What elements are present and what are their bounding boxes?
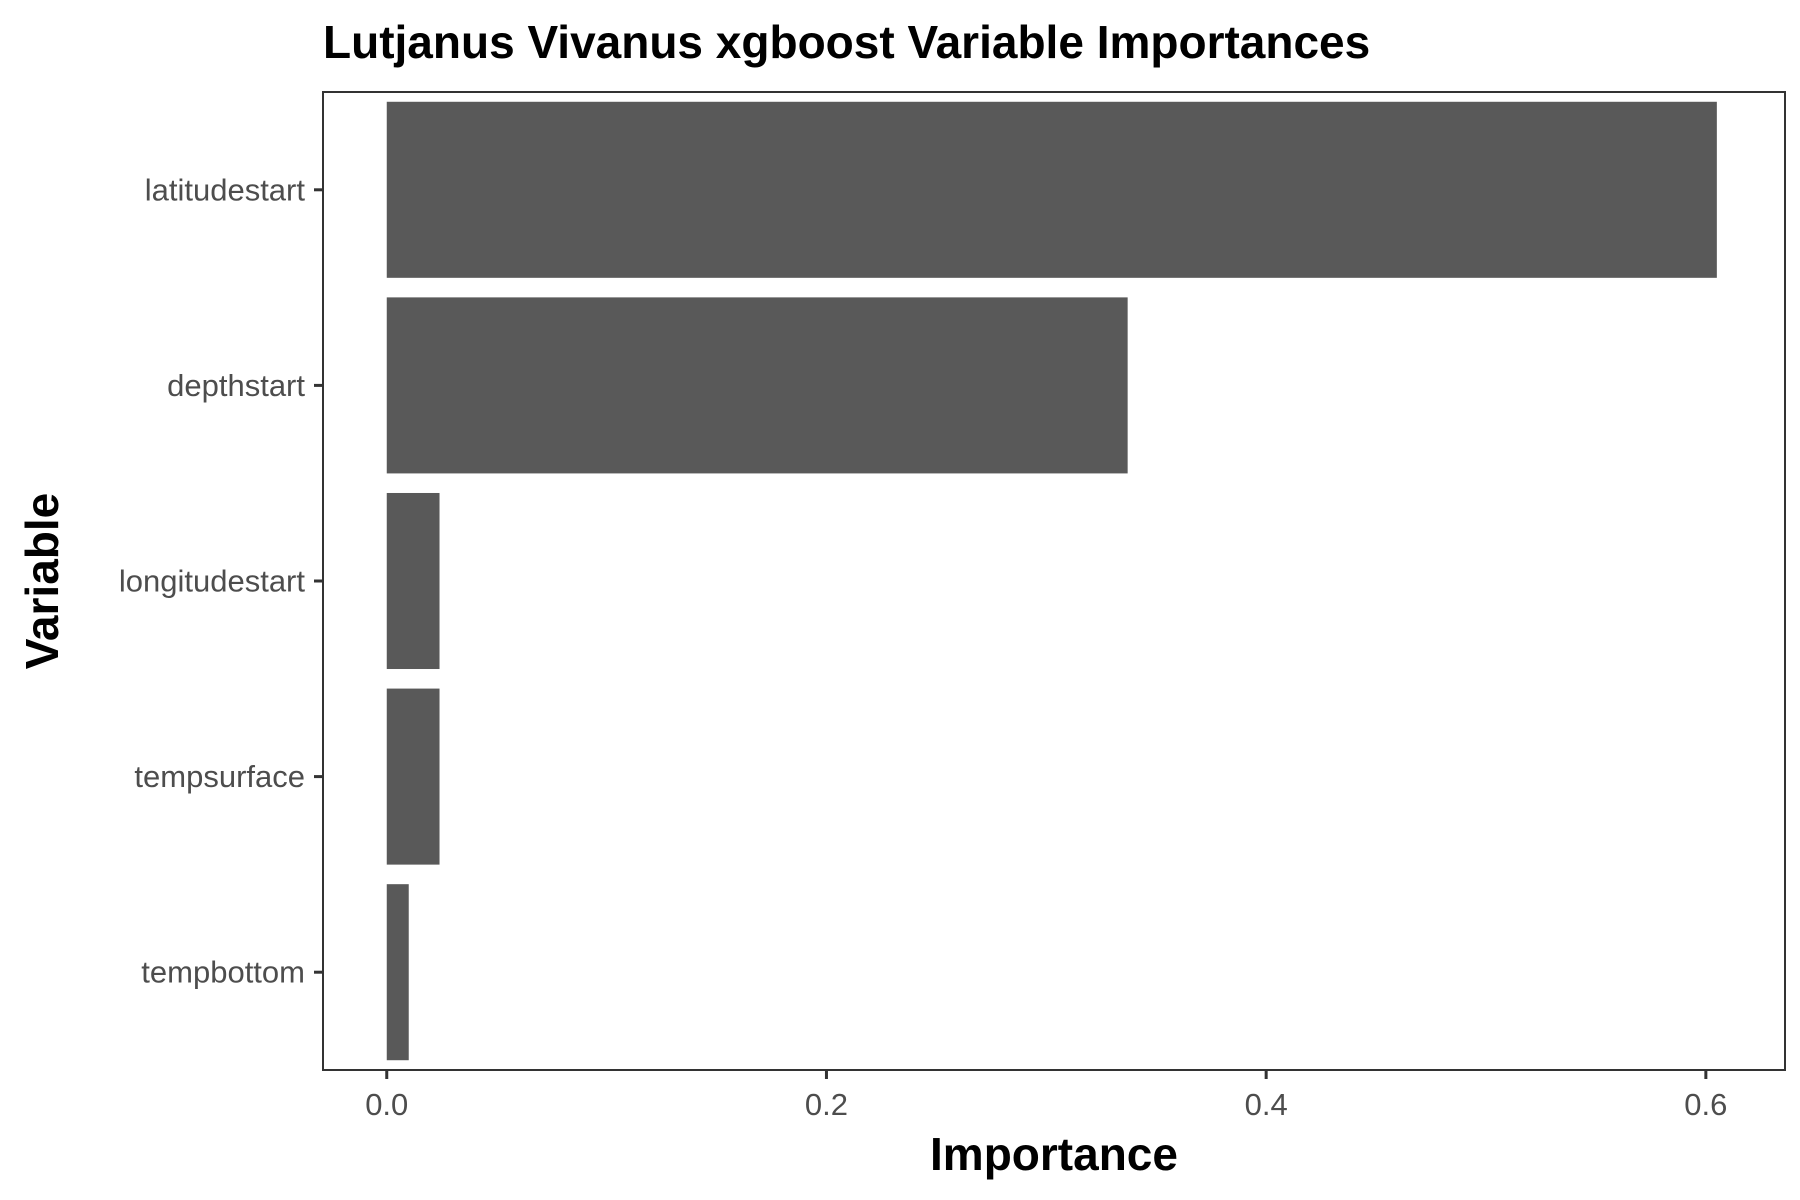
x-axis: 0.0 0.2 0.4 0.6 [365, 1070, 1727, 1122]
x-tick-label: 0.0 [365, 1087, 408, 1122]
bar-tempbottom [386, 884, 409, 1061]
y-tick-label: tempsurface [134, 759, 305, 794]
bar-longitudestart [386, 492, 440, 670]
y-axis-title: Variable [16, 493, 68, 669]
x-tick-label: 0.2 [805, 1087, 848, 1122]
y-tick-label: depthstart [167, 368, 305, 403]
y-axis: latitudestart depthstart longitudestart tem… [119, 172, 323, 990]
y-tick-label: latitudestart [145, 172, 306, 207]
x-axis-title: Importance [930, 1128, 1178, 1180]
x-tick-label: 0.6 [1684, 1087, 1727, 1122]
bars-group [386, 101, 1717, 1061]
y-tick-label: longitudestart [119, 564, 306, 599]
bar-latitudestart [386, 101, 1717, 278]
bar-depthstart [386, 297, 1128, 474]
y-tick-label: tempbottom [141, 955, 305, 990]
x-tick-label: 0.4 [1245, 1087, 1288, 1122]
chart-title: Lutjanus Vivanus xgboost Variable Import… [323, 16, 1370, 68]
bar-tempsurface [386, 688, 440, 865]
